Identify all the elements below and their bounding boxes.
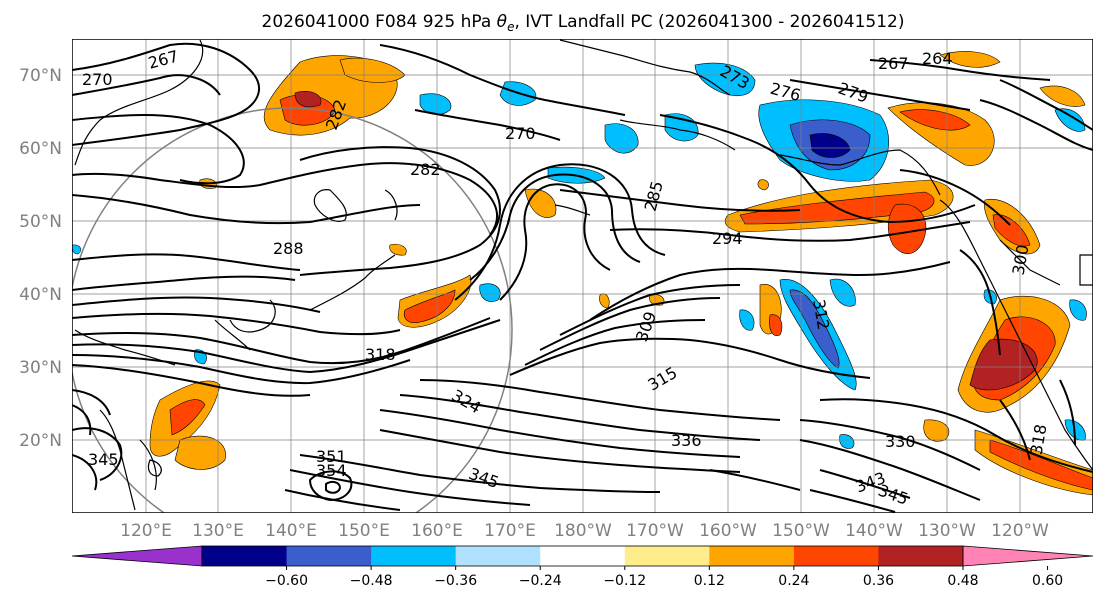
lat-label-30n: 30°N <box>19 358 62 378</box>
lat-label-40n: 40°N <box>19 285 62 305</box>
lat-label-70n: 70°N <box>19 66 62 86</box>
contour-label: 282 <box>410 160 441 179</box>
colorbar-segment <box>455 546 541 566</box>
theta-e-contours <box>72 42 1093 513</box>
lon-label: 170°W <box>626 521 684 541</box>
contour-label: 288 <box>273 239 304 258</box>
contour-label: 354 <box>316 461 347 480</box>
colorbar-tick-label: 0.48 <box>947 573 978 589</box>
lat-label-50n: 50°N <box>19 212 62 232</box>
lon-label: 160°E <box>411 521 463 541</box>
colorbar-tick-label: 0.12 <box>694 573 725 589</box>
contour-label: 294 <box>712 229 743 248</box>
colorbar-segment <box>202 546 288 566</box>
lat-label-20n: 20°N <box>19 431 62 451</box>
contour-label: 336 <box>671 431 702 450</box>
ivt-negative-shading <box>72 62 1087 449</box>
latitude-labels: 70°N 60°N 50°N 40°N 30°N 20°N <box>19 66 62 451</box>
colorbar-tick-label: −0.24 <box>519 573 562 589</box>
lat-label-60n: 60°N <box>19 139 62 159</box>
colorbar-tick-label: −0.36 <box>434 573 477 589</box>
colorbar-segment <box>709 546 795 566</box>
colorbar-tick-label: 0.24 <box>778 573 809 589</box>
contour-label: 270 <box>82 70 113 89</box>
lon-label: 180°W <box>554 521 612 541</box>
range-circle <box>72 107 513 513</box>
colorbar-segment <box>624 546 710 566</box>
coastlines <box>74 39 1093 511</box>
lon-label: 150°E <box>338 521 390 541</box>
lon-label: 140°E <box>265 521 317 541</box>
lon-label: 170°E <box>484 521 536 541</box>
colorbar: −0.60 −0.48 −0.36 −0.24 −0.12 0.12 0.24 0.36 0.4… <box>71 545 1094 589</box>
colorbar-under-extension <box>71 545 203 567</box>
lon-label: 120°E <box>120 521 172 541</box>
colorbar-tick-label: 0.36 <box>863 573 894 589</box>
contour-label: 351 <box>316 447 347 466</box>
lon-label: 120°W <box>991 521 1049 541</box>
colorbar-tick-label: −0.48 <box>350 573 393 589</box>
longitude-labels: 120°E 130°E 140°E 150°E 160°E 170°E 180°… <box>120 521 1049 541</box>
map-panel: 267 270 264 267 270 273 276 282 282 288 … <box>72 39 1093 513</box>
lon-label: 130°E <box>192 521 244 541</box>
lon-label: 140°W <box>845 521 903 541</box>
contour-label: 270 <box>505 124 536 143</box>
contour-label: 318 <box>365 345 396 364</box>
colorbar-over-extension <box>962 545 1094 567</box>
colorbar-tick-label: −0.60 <box>265 573 308 589</box>
colorbar-outline <box>201 545 964 567</box>
contour-label: 345 <box>88 450 119 469</box>
lon-label: 160°W <box>699 521 757 541</box>
contour-label: 264 <box>922 49 953 68</box>
colorbar-tick-label: 0.60 <box>1032 573 1063 589</box>
map-title: 2026041000 F084 925 hPa θe, IVT Landfall… <box>262 12 905 34</box>
colorbar-segment <box>371 546 457 566</box>
colorbar-segment <box>540 546 626 566</box>
colorbar-segment <box>286 546 372 566</box>
contour-label: 330 <box>885 432 916 451</box>
contour-label: 267 <box>878 54 909 73</box>
colorbar-tick-label: −0.12 <box>603 573 646 589</box>
colorbar-segment <box>878 546 964 566</box>
lon-label: 130°W <box>918 521 976 541</box>
lon-label: 150°W <box>772 521 830 541</box>
colorbar-segment <box>793 546 879 566</box>
